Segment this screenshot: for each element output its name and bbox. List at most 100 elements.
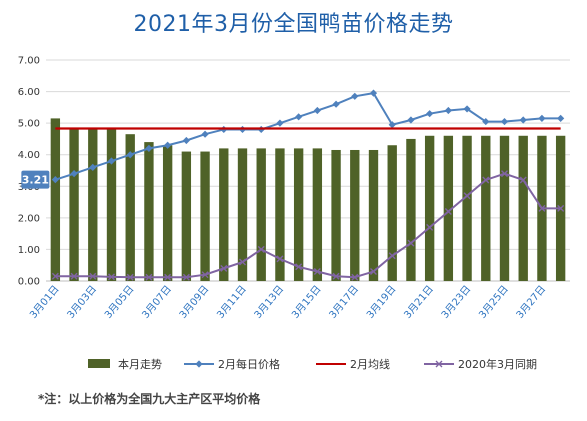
line-point [407, 239, 415, 247]
line-point [145, 144, 153, 152]
data-label: 3.21 [22, 174, 49, 187]
x-tick-label: 3月03日 [65, 283, 99, 321]
x-tick-label: 3月05日 [102, 283, 136, 321]
line-point [295, 263, 303, 271]
x-tick-label: 3月11日 [214, 283, 248, 321]
bar [181, 151, 192, 281]
line-point [557, 204, 565, 212]
bar [462, 135, 472, 281]
line-point [89, 163, 97, 171]
bar [106, 127, 117, 281]
x-tick-label: 3月17日 [327, 283, 361, 321]
bar [331, 149, 341, 281]
line-point [164, 141, 172, 149]
line-point [108, 273, 115, 281]
line-point [257, 245, 265, 253]
bar [406, 138, 416, 281]
bar [275, 148, 285, 281]
bar [293, 148, 304, 281]
line-point [519, 176, 527, 184]
line-point [351, 273, 359, 281]
x-tick-label: 3月01日 [27, 283, 61, 321]
line-point [201, 271, 209, 279]
line-point [482, 117, 490, 126]
line-point [388, 121, 396, 129]
bar [368, 149, 379, 281]
legend-marker [435, 360, 443, 368]
line-point [538, 204, 546, 212]
bar [88, 127, 98, 281]
line-point [182, 273, 190, 281]
x-tick-label: 3月09日 [177, 283, 211, 321]
y-tick-label: 0.00 [18, 277, 40, 288]
line-point [500, 117, 509, 126]
line-point [519, 116, 527, 124]
line-point [388, 252, 396, 260]
legend-swatch [88, 359, 110, 368]
line-point [351, 92, 359, 100]
line-point [201, 130, 209, 138]
line-point [164, 273, 172, 281]
y-tick-label: 6.00 [18, 87, 40, 98]
y-tick-label: 1.00 [18, 245, 40, 256]
legend-label: 本月走势 [118, 357, 162, 371]
bar [518, 135, 528, 281]
series-line [55, 92, 561, 181]
line-point [482, 176, 490, 184]
line-point [70, 170, 78, 178]
data-label-box [21, 170, 50, 189]
legend-label: 2月每日价格 [218, 357, 280, 371]
line-point [463, 192, 471, 200]
bar [50, 118, 61, 282]
x-tick-label: 3月19日 [364, 283, 398, 321]
bar [69, 127, 79, 281]
bar [237, 148, 248, 281]
line-point [107, 157, 116, 165]
line-point [126, 151, 134, 159]
legend-label: 2020年3月同期 [458, 357, 537, 371]
line-point [426, 110, 434, 118]
line-point [369, 89, 378, 97]
x-tick-label: 3月25日 [476, 283, 510, 321]
x-tick-label: 3月21日 [402, 283, 436, 321]
line-point [126, 273, 134, 281]
line-point [89, 272, 97, 280]
line-point [426, 223, 434, 231]
legend-marker [195, 360, 203, 368]
bar [312, 148, 323, 281]
chart-footnote: *注：以上价格为全国九大主产区平均价格 [38, 392, 261, 406]
line-point [51, 272, 59, 280]
line-point [239, 258, 246, 266]
y-tick-label: 5.00 [18, 119, 40, 130]
line-point [332, 100, 340, 108]
bar [256, 148, 266, 281]
bar [499, 135, 510, 281]
x-tick-label: 3月15日 [289, 283, 323, 321]
line-point [295, 113, 303, 121]
line-point [145, 273, 153, 281]
bar [200, 151, 210, 281]
bar [144, 142, 154, 281]
line-point [276, 119, 284, 127]
line-point [538, 114, 546, 123]
line-point [70, 272, 78, 280]
line-point [444, 106, 452, 115]
bar [481, 135, 491, 281]
line-point [444, 208, 452, 216]
line-point [276, 255, 284, 263]
line-point [557, 114, 565, 123]
line-point [370, 268, 377, 276]
bar [443, 135, 454, 281]
line-point [220, 264, 228, 272]
y-tick-label: 7.00 [18, 56, 40, 67]
line-point [313, 106, 321, 115]
line-point [332, 272, 340, 280]
line-point [463, 105, 471, 113]
chart-title: 2021年3月份全国鸭苗价格走势 [133, 12, 454, 37]
bar [125, 134, 135, 281]
x-tick-label: 3月13日 [252, 283, 286, 321]
line-point [407, 116, 415, 124]
series-line [55, 172, 561, 279]
